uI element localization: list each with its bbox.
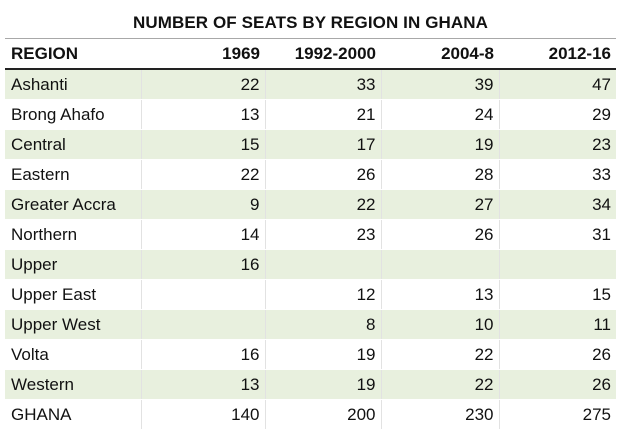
table-row: Volta 16 19 22 26 [5, 340, 616, 370]
total-2004-8: 230 [381, 400, 499, 429]
total-label: GHANA [5, 400, 141, 429]
seats-2012-16-cell: 33 [499, 160, 616, 190]
region-cell: Eastern [5, 160, 141, 190]
seats-2004-8-cell: 13 [381, 280, 499, 310]
seats-1969-cell: 22 [141, 160, 265, 190]
seats-2012-16-cell: 26 [499, 370, 616, 400]
seats-2012-16-cell: 31 [499, 220, 616, 250]
seats-table-sheet: NUMBER OF SEATS BY REGION IN GHANA REGIO… [5, 8, 616, 429]
header-2004-8: 2004-8 [381, 39, 499, 69]
region-cell: Central [5, 130, 141, 160]
region-cell: Greater Accra [5, 190, 141, 220]
header-1992-2000: 1992-2000 [265, 39, 381, 69]
region-cell: Upper West [5, 310, 141, 340]
seats-1969-cell: 16 [141, 340, 265, 370]
seats-1992-2000-cell: 33 [265, 69, 381, 100]
region-cell: Brong Ahafo [5, 100, 141, 130]
seats-2004-8-cell: 28 [381, 160, 499, 190]
seats-2012-16-cell: 47 [499, 69, 616, 100]
table-title: NUMBER OF SEATS BY REGION IN GHANA [5, 8, 616, 39]
seats-2012-16-cell: 11 [499, 310, 616, 340]
seats-2004-8-cell: 26 [381, 220, 499, 250]
seats-1969-cell: 13 [141, 100, 265, 130]
header-2012-16: 2012-16 [499, 39, 616, 69]
seats-2012-16-cell: 29 [499, 100, 616, 130]
seats-1992-2000-cell: 21 [265, 100, 381, 130]
total-1992-2000: 200 [265, 400, 381, 429]
seats-2004-8-cell [381, 250, 499, 280]
seats-1969-cell: 15 [141, 130, 265, 160]
seats-1969-cell: 14 [141, 220, 265, 250]
region-cell: Ashanti [5, 69, 141, 100]
seats-1992-2000-cell: 17 [265, 130, 381, 160]
seats-2004-8-cell: 24 [381, 100, 499, 130]
seats-2004-8-cell: 27 [381, 190, 499, 220]
table-row: Brong Ahafo 13 21 24 29 [5, 100, 616, 130]
seats-2004-8-cell: 10 [381, 310, 499, 340]
region-cell: Western [5, 370, 141, 400]
header-1969: 1969 [141, 39, 265, 69]
table-row: Western 13 19 22 26 [5, 370, 616, 400]
seats-1992-2000-cell: 22 [265, 190, 381, 220]
region-cell: Volta [5, 340, 141, 370]
seats-1992-2000-cell [265, 250, 381, 280]
seats-2012-16-cell: 15 [499, 280, 616, 310]
seats-1969-cell: 16 [141, 250, 265, 280]
table-row: Ashanti 22 33 39 47 [5, 69, 616, 100]
seats-2004-8-cell: 19 [381, 130, 499, 160]
region-cell: Upper East [5, 280, 141, 310]
seats-2004-8-cell: 22 [381, 370, 499, 400]
table-row: Northern 14 23 26 31 [5, 220, 616, 250]
total-row: GHANA 140 200 230 275 [5, 400, 616, 429]
table-row: Eastern 22 26 28 33 [5, 160, 616, 190]
seats-2012-16-cell: 26 [499, 340, 616, 370]
seats-1992-2000-cell: 12 [265, 280, 381, 310]
table-row: Greater Accra 9 22 27 34 [5, 190, 616, 220]
region-cell: Upper [5, 250, 141, 280]
seats-1992-2000-cell: 23 [265, 220, 381, 250]
seats-2004-8-cell: 22 [381, 340, 499, 370]
seats-1992-2000-cell: 8 [265, 310, 381, 340]
table-row: Central 15 17 19 23 [5, 130, 616, 160]
header-region: REGION [5, 39, 141, 69]
seats-2004-8-cell: 39 [381, 69, 499, 100]
total-1969: 140 [141, 400, 265, 429]
total-2012-16: 275 [499, 400, 616, 429]
seats-2012-16-cell: 34 [499, 190, 616, 220]
seats-1969-cell [141, 280, 265, 310]
seats-1992-2000-cell: 19 [265, 340, 381, 370]
seats-table: REGION 1969 1992-2000 2004-8 2012-16 Ash… [5, 39, 616, 429]
seats-1969-cell: 13 [141, 370, 265, 400]
seats-2012-16-cell: 23 [499, 130, 616, 160]
seats-1969-cell: 22 [141, 69, 265, 100]
seats-1992-2000-cell: 26 [265, 160, 381, 190]
table-row: Upper 16 [5, 250, 616, 280]
seats-2012-16-cell [499, 250, 616, 280]
region-cell: Northern [5, 220, 141, 250]
seats-1969-cell: 9 [141, 190, 265, 220]
seats-1992-2000-cell: 19 [265, 370, 381, 400]
seats-1969-cell [141, 310, 265, 340]
table-row: Upper West 8 10 11 [5, 310, 616, 340]
header-row: REGION 1969 1992-2000 2004-8 2012-16 [5, 39, 616, 69]
table-row: Upper East 12 13 15 [5, 280, 616, 310]
